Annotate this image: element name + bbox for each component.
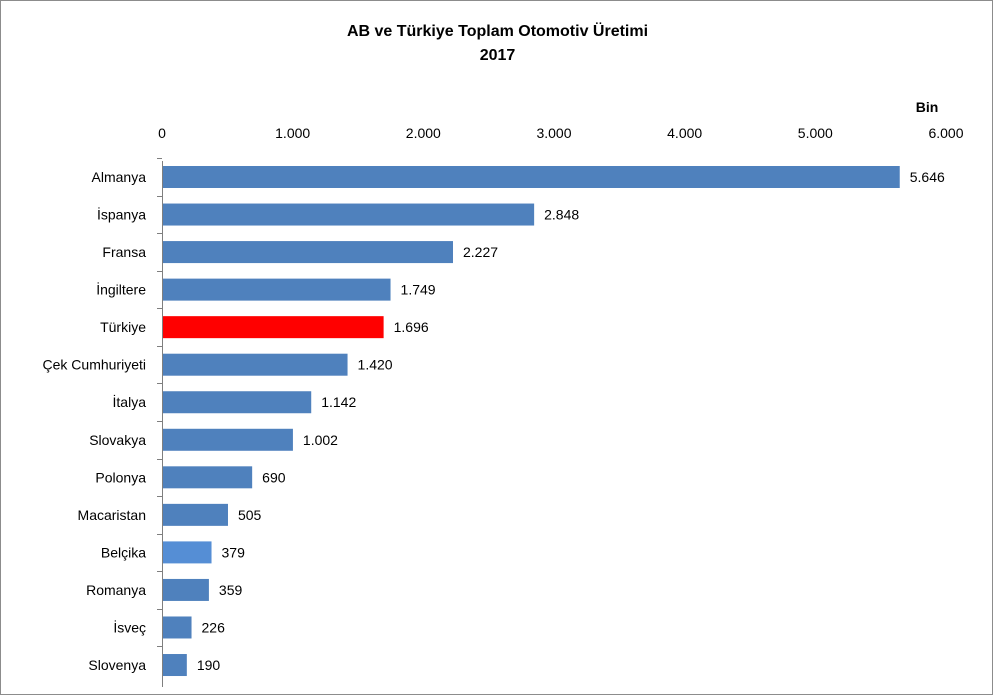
- bar: [163, 316, 384, 339]
- data-label: 1.696: [394, 319, 429, 335]
- x-tick-label: 1.000: [275, 125, 310, 141]
- x-tick-label: 5.000: [798, 125, 833, 141]
- category-label: Çek Cumhuriyeti: [43, 357, 146, 373]
- data-label: 190: [197, 657, 221, 673]
- data-label: 1.749: [401, 282, 436, 298]
- bar: [163, 466, 253, 489]
- x-tick-label: 4.000: [667, 125, 702, 141]
- category-label: Türkiye: [100, 319, 146, 335]
- category-label: İspanya: [97, 206, 146, 223]
- data-label: 505: [238, 507, 262, 523]
- data-label: 359: [219, 582, 243, 598]
- category-label: Fransa: [102, 244, 146, 260]
- bar: [163, 353, 348, 376]
- category-label: Polonya: [95, 469, 146, 485]
- bar: [163, 578, 209, 601]
- category-label: İsveç: [113, 618, 146, 635]
- category-label: İtalya: [113, 393, 147, 410]
- data-label: 2.227: [463, 244, 498, 260]
- bar: [163, 616, 192, 639]
- data-label: 1.142: [321, 394, 356, 410]
- data-label: 5.646: [910, 169, 945, 185]
- chart-subtitle: 2017: [479, 47, 516, 64]
- x-tick-label: 3.000: [536, 125, 571, 141]
- category-label: Slovenya: [88, 657, 146, 673]
- axis-unit-label: Bin: [915, 99, 939, 115]
- x-tick-label: 6.000: [928, 125, 963, 141]
- category-label: İngiltere: [96, 281, 146, 298]
- category-label: Macaristan: [78, 507, 146, 523]
- data-label: 690: [262, 469, 286, 485]
- data-label: 379: [222, 544, 246, 560]
- x-tick-label: 0: [158, 125, 166, 141]
- bar: [163, 654, 187, 677]
- category-label: Almanya: [92, 169, 147, 185]
- bar: [163, 166, 900, 188]
- x-tick-label: 2.000: [406, 125, 441, 141]
- category-label: Belçika: [101, 544, 146, 560]
- bar: [163, 541, 212, 564]
- data-label: 1.420: [358, 357, 393, 373]
- data-label: 1.002: [303, 432, 338, 448]
- bar: [163, 391, 312, 414]
- bar: [163, 203, 535, 226]
- chart-title: AB ve Türkiye Toplam Otomotiv Üretimi: [346, 23, 649, 40]
- category-label: Romanya: [86, 582, 146, 598]
- bar: [163, 241, 453, 264]
- bar: [163, 428, 293, 451]
- bar: [163, 278, 391, 301]
- data-label: 226: [202, 619, 226, 635]
- bar: [163, 503, 228, 526]
- category-label: Slovakya: [89, 432, 146, 448]
- data-label: 2.848: [544, 207, 579, 223]
